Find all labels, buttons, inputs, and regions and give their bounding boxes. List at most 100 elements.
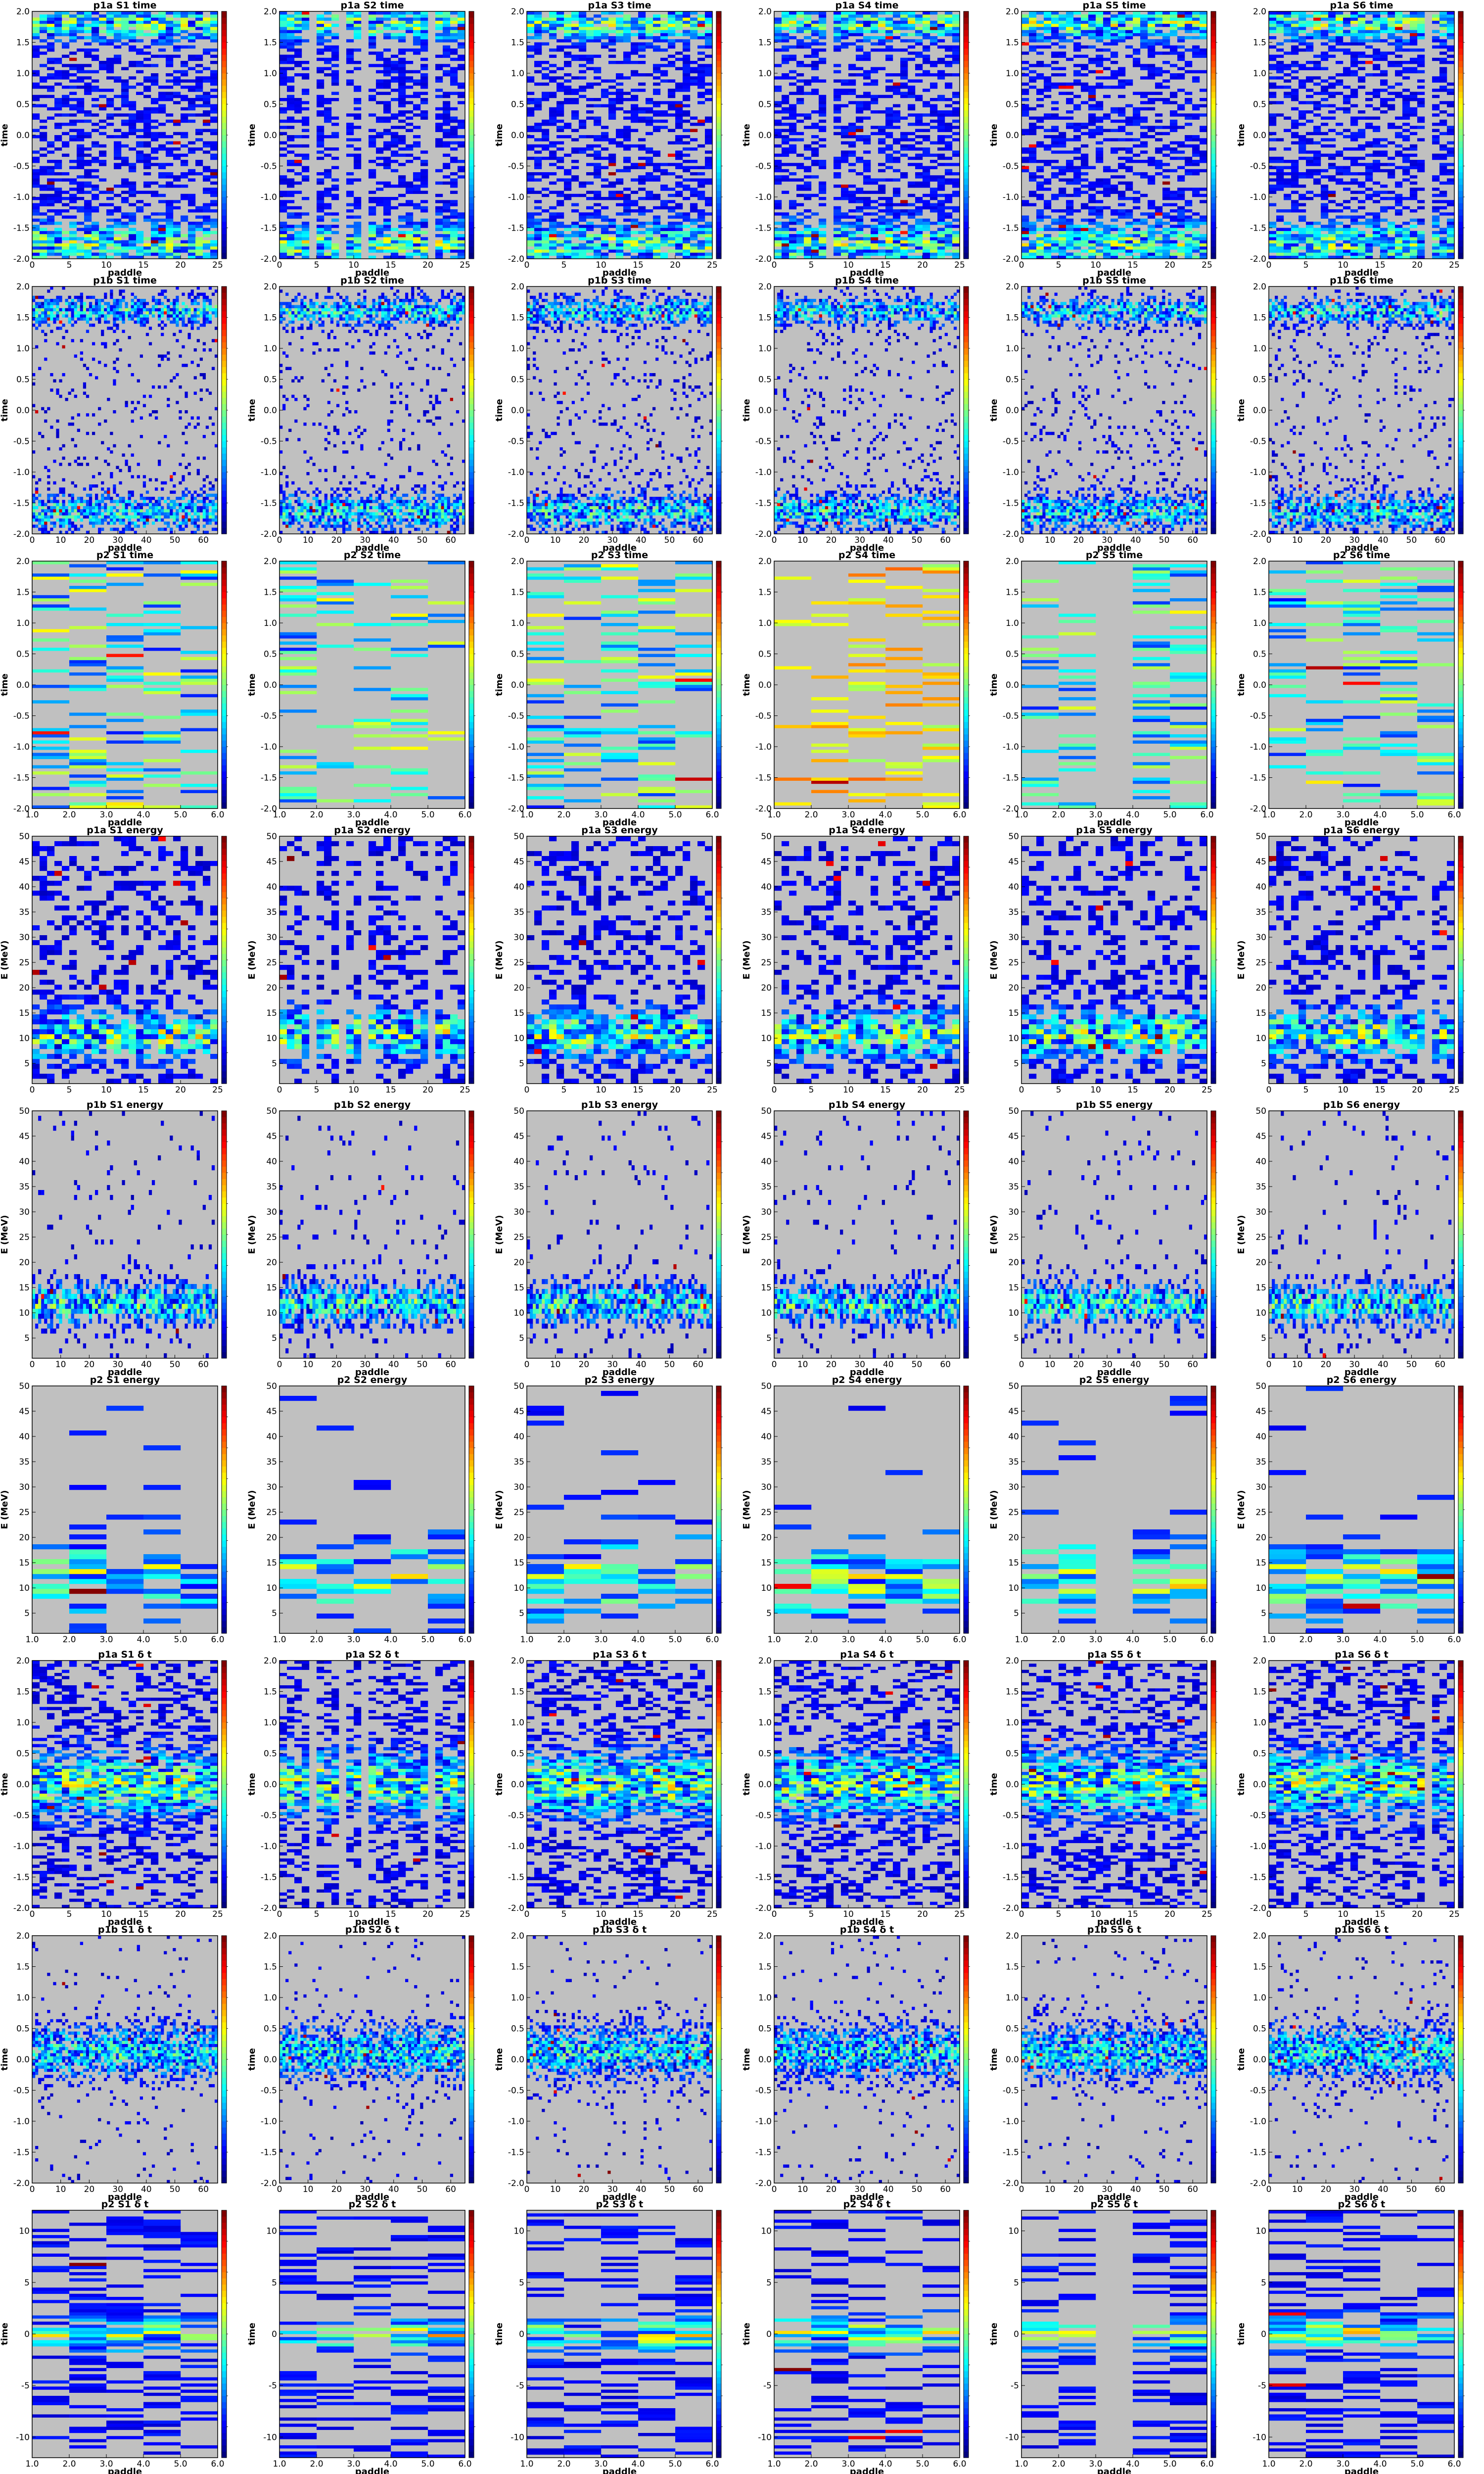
- heatmap-cell: [173, 231, 181, 235]
- heatmap-cell: [885, 160, 893, 163]
- heatmap-cell: [443, 110, 451, 114]
- heatmap-cell: [435, 107, 443, 111]
- heatmap-cell: [77, 255, 85, 259]
- heatmap-cell: [106, 116, 114, 120]
- heatmap-cell: [856, 67, 864, 70]
- heatmap-cell: [354, 89, 362, 92]
- heatmap-cell: [158, 252, 166, 256]
- heatmap-cell: [646, 20, 653, 24]
- heatmap-cell: [796, 237, 804, 240]
- heatmap-cell: [782, 169, 789, 173]
- heatmap-cell: [811, 54, 819, 58]
- heatmap-cell: [579, 30, 587, 33]
- heatmap-cell: [106, 203, 114, 206]
- heatmap-cell: [660, 27, 668, 30]
- heatmap-cell: [878, 178, 886, 182]
- heatmap-cell: [77, 86, 85, 89]
- heatmap-cell: [908, 57, 916, 61]
- heatmap-cell: [413, 79, 421, 83]
- heatmap-cell: [129, 185, 137, 188]
- heatmap-cell: [406, 255, 414, 259]
- heatmap-cell: [173, 11, 181, 15]
- heatmap-cell: [47, 172, 55, 176]
- heatmap-cell: [158, 255, 166, 259]
- heatmap-cell: [47, 234, 55, 238]
- heatmap-cell: [885, 240, 893, 243]
- heatmap-cell: [294, 215, 302, 219]
- heatmap-cell: [136, 252, 144, 256]
- heatmap-cell: [653, 178, 661, 182]
- heatmap-cell: [811, 147, 819, 151]
- heatmap-cell: [92, 129, 99, 132]
- heatmap-cell: [69, 215, 77, 219]
- colorbar-segment: [716, 54, 721, 61]
- heatmap-cell: [915, 67, 923, 70]
- heatmap-cell: [203, 246, 211, 250]
- heatmap-cell: [331, 45, 339, 49]
- colorbar-segment: [222, 73, 227, 80]
- heatmap-cell: [369, 222, 376, 225]
- heatmap-cell: [383, 17, 391, 21]
- heatmap-cell: [1029, 172, 1037, 176]
- heatmap-cell: [705, 231, 713, 235]
- heatmap-cell: [136, 116, 144, 120]
- colorbar-segment: [222, 209, 227, 216]
- heatmap-cell: [1073, 237, 1081, 240]
- heatmap-cell: [40, 240, 47, 243]
- heatmap-cell: [952, 24, 960, 27]
- heatmap-cell: [952, 73, 960, 77]
- heatmap-cell: [181, 218, 188, 222]
- heatmap-cell: [697, 209, 705, 213]
- heatmap-cell: [114, 30, 122, 33]
- heatmap-cell: [346, 138, 354, 142]
- heatmap-cell: [697, 51, 705, 55]
- heatmap-cell: [1044, 76, 1052, 80]
- heatmap-cell: [804, 243, 812, 247]
- heatmap-cell: [683, 110, 691, 114]
- heatmap-cells: [1021, 11, 1207, 259]
- heatmap-cell: [287, 61, 295, 64]
- heatmap-cell: [937, 249, 945, 253]
- heatmap-cell: [413, 24, 421, 27]
- heatmap-cell: [151, 249, 159, 253]
- heatmap-cell: [930, 20, 938, 24]
- heatmap-cell: [871, 36, 879, 40]
- heatmap-cell: [32, 33, 40, 37]
- heatmap-cell: [443, 240, 451, 243]
- heatmap-cell: [92, 185, 99, 188]
- heatmap-cell: [166, 135, 174, 139]
- heatmap-cell: [819, 42, 827, 46]
- heatmap-cell: [413, 243, 421, 247]
- heatmap-cell: [527, 79, 535, 83]
- heatmap-cell: [354, 206, 362, 210]
- heatmap-cell: [683, 188, 691, 191]
- heatmap-cell: [69, 27, 77, 30]
- heatmap-cell: [158, 123, 166, 126]
- heatmap-cell: [594, 234, 602, 238]
- heatmap-cell: [631, 231, 639, 235]
- heatmap-cell: [930, 27, 938, 30]
- heatmap-cell: [863, 181, 871, 185]
- heatmap-cell: [660, 14, 668, 18]
- heatmap-cell: [294, 119, 302, 123]
- heatmap-cell: [952, 243, 960, 247]
- heatmap-cell: [811, 67, 819, 70]
- heatmap-cell: [834, 11, 841, 15]
- heatmap-cell: [420, 17, 428, 21]
- heatmap-cell: [69, 135, 77, 139]
- heatmap-cell: [173, 255, 181, 259]
- colorbar-segment: [469, 215, 474, 222]
- heatmap-cell: [534, 98, 542, 101]
- heatmap-cell: [458, 234, 465, 238]
- heatmap-cell: [586, 197, 594, 200]
- heatmap-cell: [143, 119, 151, 123]
- heatmap-cell: [952, 255, 960, 259]
- heatmap-cell: [129, 64, 137, 67]
- heatmap-cell: [900, 255, 908, 259]
- heatmap-cell: [40, 185, 47, 188]
- heatmap-cell: [443, 175, 451, 179]
- heatmap-cell: [369, 175, 376, 179]
- heatmap-cell: [774, 135, 782, 139]
- heatmap-cell: [856, 27, 864, 30]
- heatmap-cell: [601, 147, 609, 151]
